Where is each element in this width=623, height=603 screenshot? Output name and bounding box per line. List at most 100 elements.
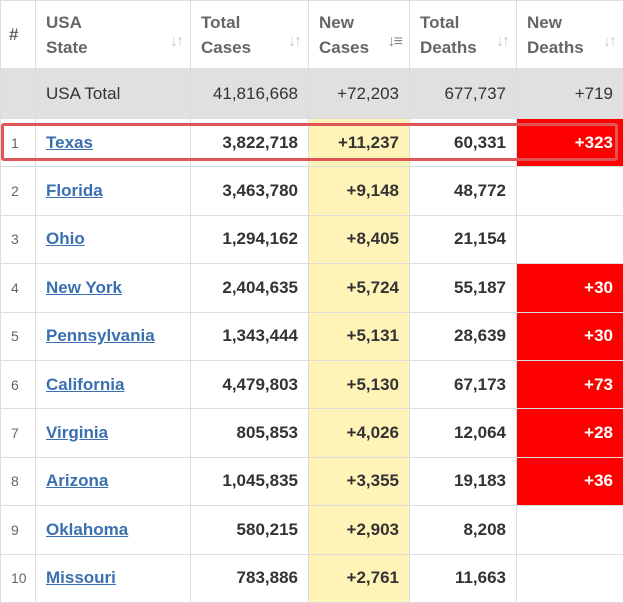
state-cell: Missouri <box>36 554 191 602</box>
new-cases-cell: +2,903 <box>309 506 410 554</box>
new-deaths-cell: +323 <box>517 119 623 167</box>
rank-cell: 10 <box>1 554 36 602</box>
total-new-deaths: +719 <box>517 69 623 119</box>
state-cell: Oklahoma <box>36 506 191 554</box>
total-deaths-cell: 55,187 <box>410 264 517 312</box>
usa-total-row: USA Total 41,816,668 +72,203 677,737 +71… <box>1 69 623 119</box>
rank-cell: 7 <box>1 409 36 457</box>
total-cases-cell: 3,822,718 <box>191 119 309 167</box>
new-deaths-cell: +28 <box>517 409 623 457</box>
total-rank-cell <box>1 69 36 119</box>
new-cases-cell: +5,724 <box>309 264 410 312</box>
new-deaths-cell: +36 <box>517 457 623 505</box>
new-cases-cell: +8,405 <box>309 215 410 263</box>
rank-cell: 9 <box>1 506 36 554</box>
state-cell: New York <box>36 264 191 312</box>
total-cases-cell: 1,343,444 <box>191 312 309 360</box>
total-deaths-cell: 21,154 <box>410 215 517 263</box>
rank-cell: 8 <box>1 457 36 505</box>
total-deaths-cell: 48,772 <box>410 167 517 215</box>
total-cases-cell: 1,294,162 <box>191 215 309 263</box>
total-deaths-cell: 8,208 <box>410 506 517 554</box>
state-link[interactable]: Pennsylvania <box>46 326 155 345</box>
total-label: USA Total <box>36 69 191 119</box>
state-cell: Florida <box>36 167 191 215</box>
total-cases-cell: 783,886 <box>191 554 309 602</box>
sort-icon[interactable]: ↓↑ <box>496 29 508 54</box>
sort-icon[interactable]: ↓↑ <box>288 29 300 54</box>
total-deaths-cell: 67,173 <box>410 360 517 408</box>
new-deaths-cell: +30 <box>517 264 623 312</box>
state-link[interactable]: Texas <box>46 133 93 152</box>
state-cell: Pennsylvania <box>36 312 191 360</box>
total-deaths-cell: 11,663 <box>410 554 517 602</box>
new-cases-cell: +3,355 <box>309 457 410 505</box>
total-cases-cell: 580,215 <box>191 506 309 554</box>
new-deaths-cell <box>517 506 623 554</box>
new-cases-cell: +9,148 <box>309 167 410 215</box>
total-cases-cell: 2,404,635 <box>191 264 309 312</box>
total-deaths-cell: 19,183 <box>410 457 517 505</box>
rank-cell: 3 <box>1 215 36 263</box>
new-deaths-cell: +30 <box>517 312 623 360</box>
sort-icon[interactable]: ↓↑ <box>170 29 182 54</box>
state-link[interactable]: Ohio <box>46 229 85 248</box>
state-link[interactable]: Arizona <box>46 471 108 490</box>
state-link[interactable]: New York <box>46 278 122 297</box>
state-link[interactable]: Virginia <box>46 423 108 442</box>
total-deaths-cell: 12,064 <box>410 409 517 457</box>
total-cases-cell: 4,479,803 <box>191 360 309 408</box>
new-cases-cell: +2,761 <box>309 554 410 602</box>
total-deaths-cell: 28,639 <box>410 312 517 360</box>
new-deaths-cell <box>517 167 623 215</box>
state-cell: Ohio <box>36 215 191 263</box>
total-new-cases: +72,203 <box>309 69 410 119</box>
rank-cell: 1 <box>1 119 36 167</box>
total-deaths-cell: 60,331 <box>410 119 517 167</box>
state-cell: Virginia <box>36 409 191 457</box>
state-link[interactable]: Oklahoma <box>46 520 128 539</box>
rank-cell: 4 <box>1 264 36 312</box>
new-deaths-cell <box>517 554 623 602</box>
rank-cell: 2 <box>1 167 36 215</box>
rank-cell: 5 <box>1 312 36 360</box>
state-cell: California <box>36 360 191 408</box>
state-cell: Texas <box>36 119 191 167</box>
new-cases-cell: +5,130 <box>309 360 410 408</box>
state-link[interactable]: Florida <box>46 181 103 200</box>
new-cases-cell: +4,026 <box>309 409 410 457</box>
new-deaths-cell <box>517 215 623 263</box>
header-rank: # <box>1 1 36 69</box>
total-cases-cell: 1,045,835 <box>191 457 309 505</box>
new-cases-cell: +11,237 <box>309 119 410 167</box>
total-cases-cell: 805,853 <box>191 409 309 457</box>
new-cases-cell: +5,131 <box>309 312 410 360</box>
sort-icon[interactable]: ↓↑ <box>603 29 615 54</box>
total-total-deaths: 677,737 <box>410 69 517 119</box>
sort-desc-icon[interactable]: ↓≡ <box>388 29 401 54</box>
rank-cell: 6 <box>1 360 36 408</box>
total-cases-cell: 3,463,780 <box>191 167 309 215</box>
new-deaths-cell: +73 <box>517 360 623 408</box>
state-link[interactable]: California <box>46 375 124 394</box>
total-total-cases: 41,816,668 <box>191 69 309 119</box>
state-link[interactable]: Missouri <box>46 568 116 587</box>
